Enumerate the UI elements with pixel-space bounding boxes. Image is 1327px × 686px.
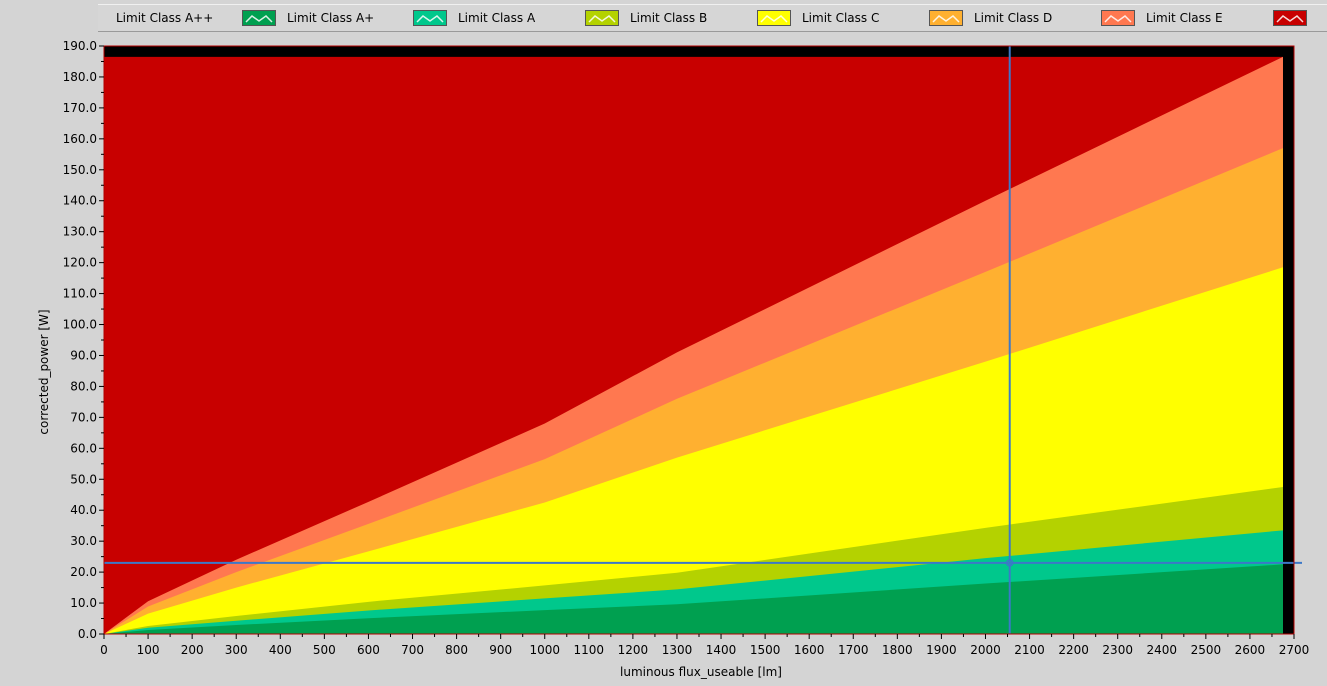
legend-item-a-plus-plus[interactable]: Limit Class A++ [116,5,213,31]
x-tick-label: 300 [225,643,248,657]
y-tick-label: 0.0 [78,627,97,641]
legend-item-a[interactable]: Limit Class A [458,5,535,31]
x-tick-label: 700 [401,643,424,657]
y-tick-label: 180.0 [63,70,97,84]
x-tick-label: 2100 [1014,643,1045,657]
legend-label: Limit Class A+ [287,11,375,25]
y-tick-label: 170.0 [63,101,97,115]
legend-item-d[interactable]: Limit Class D [974,5,1052,31]
series-marker-icon [1276,15,1304,23]
y-axis-label: corrected_power [W] [37,309,51,434]
legend-item-a-plus[interactable]: Limit Class A+ [287,5,374,31]
x-tick-label: 1800 [882,643,913,657]
plot-legend: Limit Class A++ Limit Class A+ Limit Cla… [98,4,1327,32]
legend-swatch-icon [1273,10,1307,26]
legend-label: Limit Class A [458,11,536,25]
y-tick-label: 50.0 [70,472,97,486]
legend-label: Limit Class D [974,11,1053,25]
plot-layer [103,45,1302,635]
x-tick-label: 2600 [1235,643,1266,657]
y-tick-label: 100.0 [63,318,97,332]
x-tick-label: 1200 [618,643,649,657]
x-tick-label: 600 [357,643,380,657]
legend-label: Limit Class B [630,11,708,25]
legend-label: Limit Class A++ [116,11,214,25]
y-tick-label: 190.0 [63,39,97,53]
x-tick-label: 100 [137,643,160,657]
area-limit-class-a [104,564,1283,634]
legend-swatch-icon [585,10,619,26]
y-tick-label: 70.0 [70,410,97,424]
y-tick-label: 160.0 [63,132,97,146]
series-marker-icon [1104,15,1132,23]
legend-label: Limit Class E [1146,11,1223,25]
chart-area: 0.0 10.0 20.0 30.0 40.0 50.0 60.0 70.0 80.0 90.0 1… [4,34,1322,682]
legend-item-b[interactable]: Limit Class B [630,5,707,31]
x-tick-label: 1400 [706,643,737,657]
x-tick-label: 800 [445,643,468,657]
x-tick-label: 0 [100,643,108,657]
series-marker-icon [416,15,444,23]
x-tick-label: 2000 [970,643,1001,657]
series-marker-icon [932,15,960,23]
cursor-point-icon[interactable] [1005,559,1014,567]
y-tick-label: 150.0 [63,163,97,177]
y-tick-label: 120.0 [63,256,97,270]
axis-layer: 0.0 10.0 20.0 30.0 40.0 50.0 60.0 70.0 80.0 90.0 1… [63,39,1310,657]
legend-swatch-icon [242,10,276,26]
x-tick-label: 1900 [926,643,957,657]
x-tick-label: 2400 [1147,643,1178,657]
legend-item-e[interactable]: Limit Class E [1146,5,1223,31]
series-marker-icon [760,15,788,23]
y-tick-label: 90.0 [70,348,97,362]
legend-item-c[interactable]: Limit Class C [802,5,879,31]
y-tick-label: 40.0 [70,503,97,517]
x-tick-label: 2700 [1279,643,1310,657]
y-tick-label: 10.0 [70,596,97,610]
y-tick-label: 140.0 [63,194,97,208]
legend-swatch-icon [1101,10,1135,26]
legend-swatch-icon [929,10,963,26]
x-tick-label: 200 [181,643,204,657]
x-tick-label: 2200 [1058,643,1089,657]
series-marker-icon [588,15,616,23]
legend-swatch-icon [757,10,791,26]
series-marker-icon [245,15,273,23]
x-tick-label: 1000 [529,643,560,657]
x-tick-label: 1300 [662,643,693,657]
y-tick-label: 30.0 [70,534,97,548]
x-tick-label: 1100 [574,643,605,657]
y-tick-label: 80.0 [70,379,97,393]
legend-label: Limit Class C [802,11,880,25]
x-tick-label: 1600 [794,643,825,657]
legend-swatch-icon [413,10,447,26]
x-tick-label: 2300 [1102,643,1133,657]
x-tick-label: 900 [489,643,512,657]
x-tick-label: 500 [313,643,336,657]
x-tick-label: 1700 [838,643,869,657]
x-axis-label: luminous flux_useable [lm] [620,665,782,679]
y-tick-label: 130.0 [63,225,97,239]
y-tick-label: 60.0 [70,441,97,455]
y-tick-label: 20.0 [70,565,97,579]
x-tick-label: 2500 [1191,643,1222,657]
x-tick-label: 1500 [750,643,781,657]
chart-svg: 0.0 10.0 20.0 30.0 40.0 50.0 60.0 70.0 80.0 90.0 1… [4,34,1322,682]
y-tick-label: 110.0 [63,287,97,301]
x-tick-label: 400 [269,643,292,657]
